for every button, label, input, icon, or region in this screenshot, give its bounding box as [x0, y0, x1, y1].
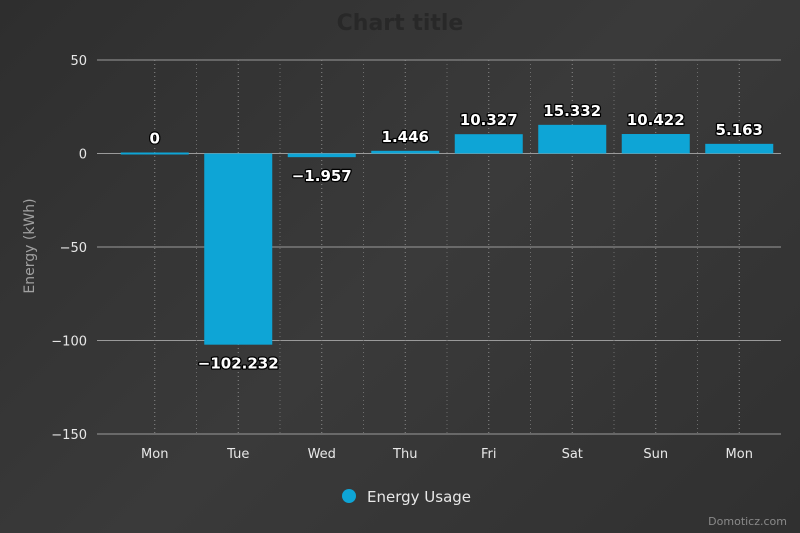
x-tick-label: Mon — [141, 447, 168, 462]
data-label: 0 — [150, 130, 160, 148]
y-axis-label: Energy (kWh) — [22, 198, 38, 293]
data-label: 15.332 — [543, 102, 601, 120]
x-tick-label: Fri — [481, 447, 497, 462]
legend-label[interactable]: Energy Usage — [367, 488, 471, 506]
bar[interactable] — [287, 153, 356, 158]
chart-title: Chart title — [337, 11, 464, 36]
x-tick-label: Thu — [392, 447, 417, 462]
x-tick-label: Tue — [226, 447, 249, 462]
bar[interactable] — [371, 150, 440, 154]
bar[interactable] — [204, 153, 273, 345]
bar[interactable] — [538, 124, 607, 154]
x-tick-label: Mon — [726, 447, 753, 462]
y-tick-label: 0 — [79, 148, 87, 163]
x-tick-label: Sat — [562, 447, 583, 462]
data-label: 5.163 — [716, 121, 763, 139]
legend-swatch — [342, 489, 356, 503]
y-tick-label: −150 — [51, 428, 87, 443]
x-tick-label: Sun — [643, 447, 668, 462]
bar[interactable] — [705, 143, 774, 154]
credit-text[interactable]: Domoticz.com — [708, 515, 787, 528]
legend[interactable]: Energy Usage — [342, 488, 471, 506]
axes: 50 0 −50 −100 −150 Mon Tue Wed Thu Fri Sat Sun Mon — [51, 54, 753, 462]
y-tick-label: −50 — [60, 241, 87, 256]
bar[interactable] — [120, 152, 189, 155]
data-labels: 0 −102.232 −1.957 1.446 10.327 15.332 10.422 5.… — [148, 101, 764, 374]
data-label: 1.446 — [382, 128, 429, 146]
x-tick-label: Wed — [308, 447, 336, 462]
data-label: −1.957 — [292, 167, 352, 185]
data-label: 10.422 — [627, 111, 685, 129]
data-label: −102.232 — [198, 355, 279, 373]
bar[interactable] — [454, 134, 523, 154]
y-tick-label: −100 — [51, 335, 87, 350]
bars — [120, 124, 774, 345]
data-label: 10.327 — [460, 111, 518, 129]
y-tick-label: 50 — [70, 54, 87, 69]
bar[interactable] — [621, 134, 690, 154]
